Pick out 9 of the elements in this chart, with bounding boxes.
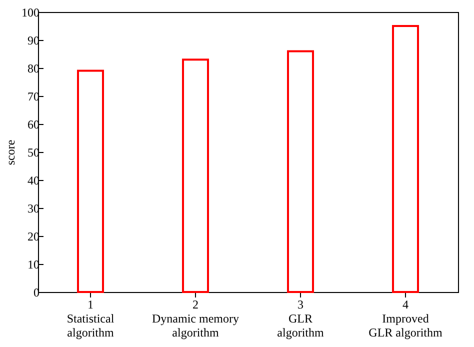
bar: [77, 70, 104, 293]
x-tick-label: 4 Improved GLR algorithm: [368, 298, 443, 340]
bar: [182, 58, 209, 293]
bar: [392, 25, 419, 293]
x-tick-label: 2 Dynamic memory algorithm: [152, 298, 239, 340]
x-tick-label: 3 GLR algorithm: [277, 298, 324, 340]
bar: [287, 50, 314, 293]
y-axis-title: score: [4, 140, 18, 166]
x-tick-label: 1 Statistical algorithm: [66, 298, 115, 340]
